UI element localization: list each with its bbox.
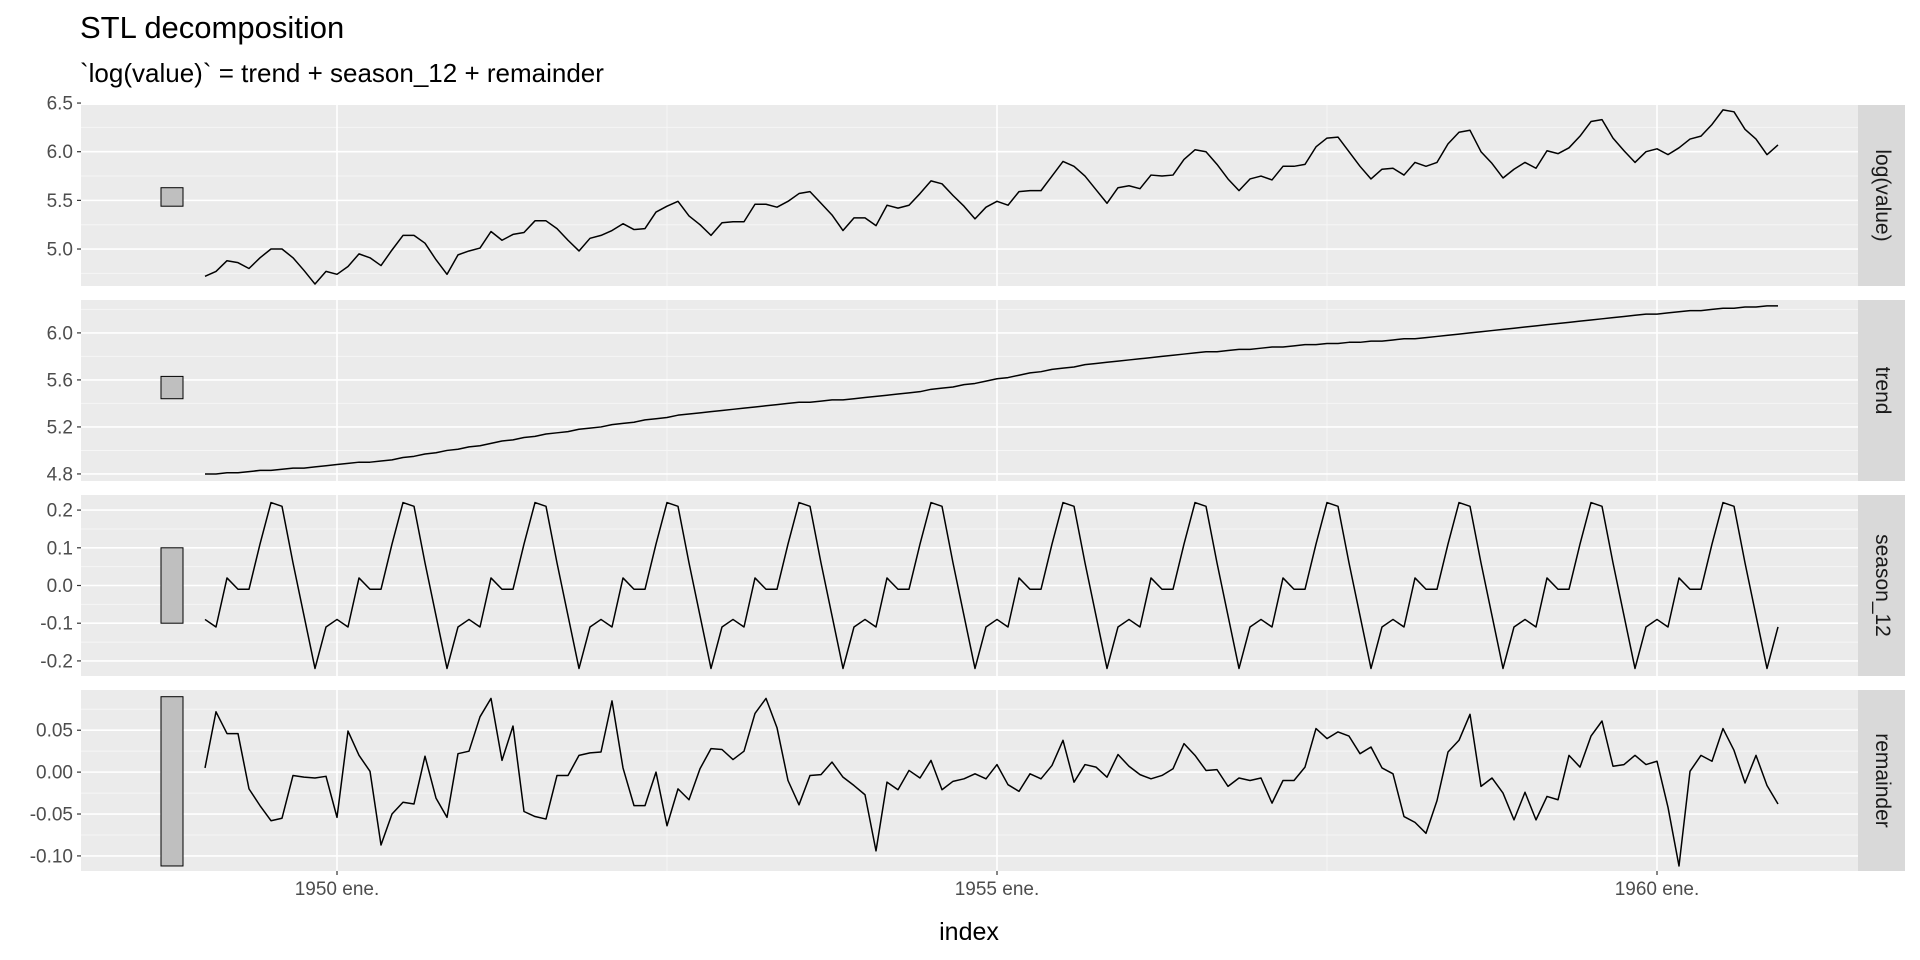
y-tick-label: 5.2: [47, 417, 73, 438]
facet-strip: [1858, 495, 1905, 676]
facet-strip-label: trend: [1871, 367, 1894, 415]
y-tick-label: -0.05: [30, 805, 73, 826]
panel-season-12: -0.2 -0.1 0.0 0.1 0.2 season_12: [40, 495, 1905, 676]
y-tick-label: 5.6: [47, 370, 73, 391]
y-tick-label: 0.0: [47, 576, 73, 597]
x-tick-label: 1955 ene.: [955, 879, 1040, 900]
y-tick-label: 0.2: [47, 501, 73, 522]
x-axis-title: index: [939, 918, 999, 946]
y-tick-label: -0.2: [40, 651, 73, 672]
panel-background: [81, 300, 1858, 481]
facet-strip-label: remainder: [1871, 733, 1894, 828]
facet-strip: [1858, 105, 1905, 286]
series-line-remainder: [204, 697, 1779, 867]
y-tick-label: 0.05: [36, 721, 73, 742]
y-tick-label: 0.1: [47, 538, 73, 559]
y-tick-label: 0.00: [36, 763, 73, 784]
y-tick-label: -0.1: [40, 614, 73, 635]
y-tick-label: 6.0: [47, 323, 73, 344]
panel-trend: 4.8 5.2 5.6 6.0 trend: [47, 300, 1905, 485]
panel-log-value: 5.0 5.5 6.0 6.5 log(value): [47, 94, 1905, 286]
panel-background: [81, 105, 1858, 286]
scale-bar: [160, 375, 184, 400]
facet-strip-label: season_12: [1871, 534, 1894, 637]
facet-strip: [1858, 690, 1905, 871]
panel-background: [81, 690, 1858, 871]
y-tick-label: 5.5: [47, 191, 73, 212]
series-line-season-12: [204, 501, 1779, 670]
facet-strip-label: log(value): [1871, 149, 1894, 241]
y-tick-label: 6.5: [47, 94, 73, 115]
chart-title: STL decomposition: [80, 10, 345, 45]
scale-bar: [160, 187, 184, 207]
facet-strip: [1858, 300, 1905, 481]
x-tick-label: 1960 ene.: [1615, 879, 1700, 900]
y-tick-label: 6.0: [47, 142, 73, 163]
y-tick-label: -0.10: [30, 846, 73, 867]
panel-remainder: -0.10 -0.05 0.00 0.05 remainder: [30, 690, 1905, 871]
x-tick-label: 1950 ene.: [295, 879, 380, 900]
scale-bar: [160, 547, 184, 624]
chart-subtitle: `log(value)` = trend + season_12 + remai…: [80, 58, 604, 88]
y-tick-label: 5.0: [47, 240, 73, 261]
series-line-log-value: [204, 109, 1779, 285]
x-axis: 1950 ene. 1955 ene. 1960 ene.: [295, 871, 1700, 900]
scale-bar: [160, 696, 184, 867]
y-tick-label: 4.8: [47, 464, 73, 485]
series-line-trend: [205, 305, 1778, 475]
